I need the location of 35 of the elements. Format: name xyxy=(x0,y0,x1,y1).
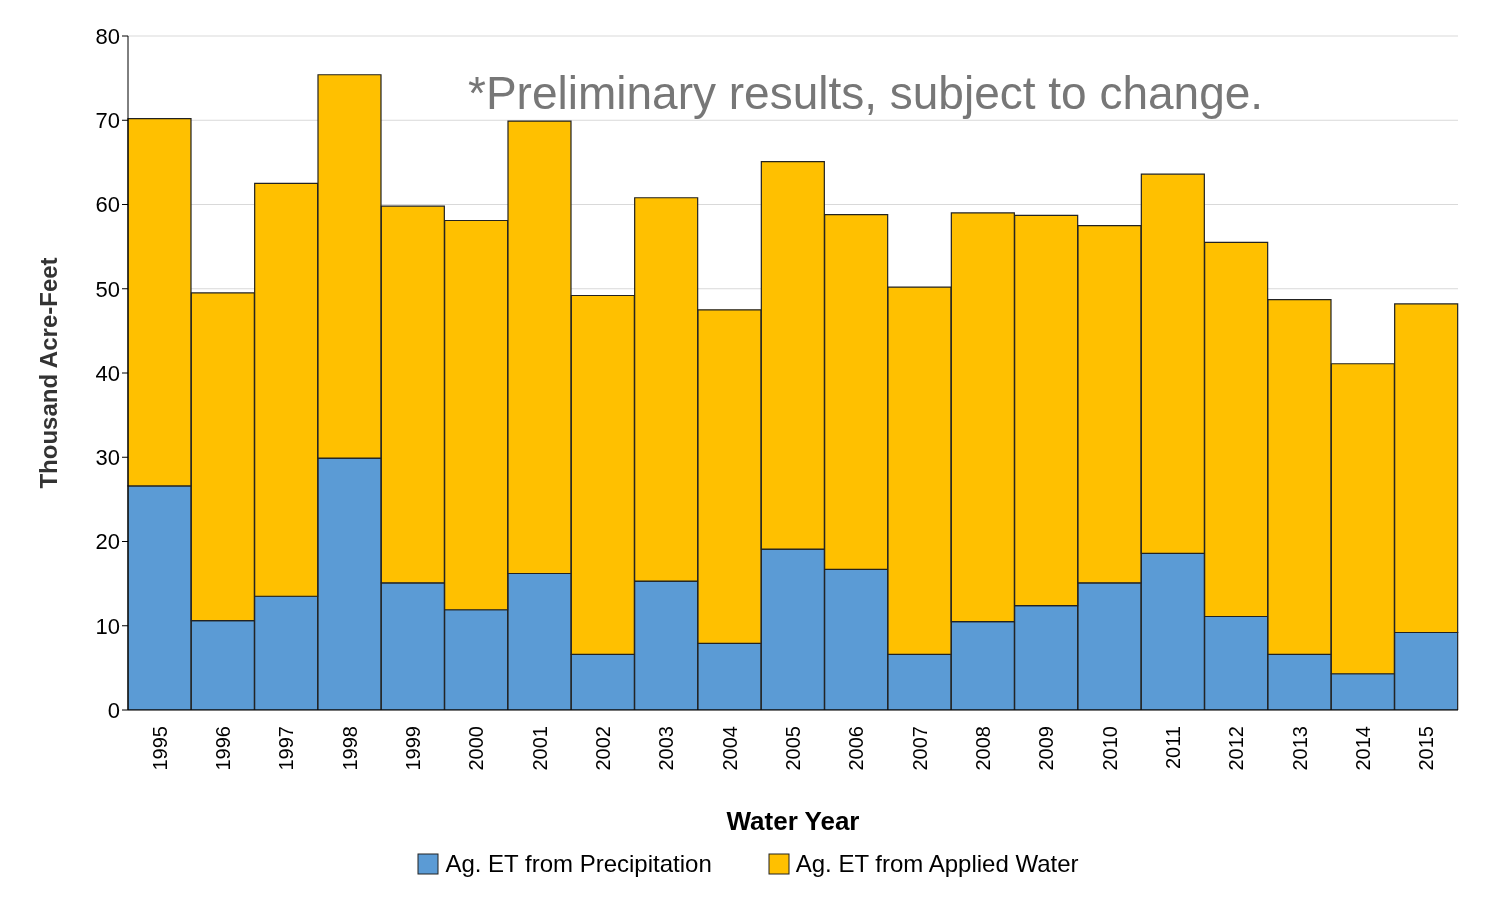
legend-label: Ag. ET from Precipitation xyxy=(445,850,712,878)
y-tick-label: 20 xyxy=(95,529,120,555)
x-tick-label: 2002 xyxy=(592,726,614,771)
x-tick-label: 2011 xyxy=(1162,726,1184,770)
x-tick-label: 1999 xyxy=(402,726,424,771)
x-tick-label: 2013 xyxy=(1288,726,1311,771)
x-tick-label: 1997 xyxy=(275,726,298,771)
x-tick-label: 2006 xyxy=(845,726,868,771)
x-tick-label: 2000 xyxy=(465,726,488,771)
legend-label: Ag. ET from Applied Water xyxy=(795,850,1079,878)
y-tick-label: 70 xyxy=(95,108,120,134)
x-tick-label: 2009 xyxy=(1035,726,1058,771)
y-tick-label: 80 xyxy=(95,23,120,49)
y-tick-label: 40 xyxy=(95,360,120,386)
x-tick-label: 2010 xyxy=(1098,726,1121,771)
y-tick-label: 0 xyxy=(107,697,120,723)
x-tick-label: 2015 xyxy=(1415,726,1438,771)
x-tick-label: 1995 xyxy=(148,726,171,771)
x-tick-label: 1996 xyxy=(212,726,234,771)
x-tick-label: 1998 xyxy=(338,726,361,771)
y-tick-label: 10 xyxy=(95,613,120,639)
x-tick-label: 2008 xyxy=(972,726,994,771)
annotation: *Preliminary results, subject to change. xyxy=(468,66,1264,120)
x-tick-label: 2004 xyxy=(718,726,741,771)
x-axis-title: Water Year xyxy=(726,806,860,836)
x-tick-label: 2014 xyxy=(1352,726,1374,771)
x-tick-label: 2003 xyxy=(655,726,678,771)
x-tick-label: 2007 xyxy=(908,726,931,771)
x-tick-label: 2005 xyxy=(782,726,804,771)
y-tick-label: 30 xyxy=(95,445,120,471)
y-tick-label: 50 xyxy=(95,276,120,302)
x-tick-label: 2001 xyxy=(528,726,551,771)
x-tick-label: 2012 xyxy=(1225,726,1248,771)
y-tick-label: 60 xyxy=(95,192,120,218)
y-axis-title: Thousand Acre-Feet xyxy=(34,257,62,489)
